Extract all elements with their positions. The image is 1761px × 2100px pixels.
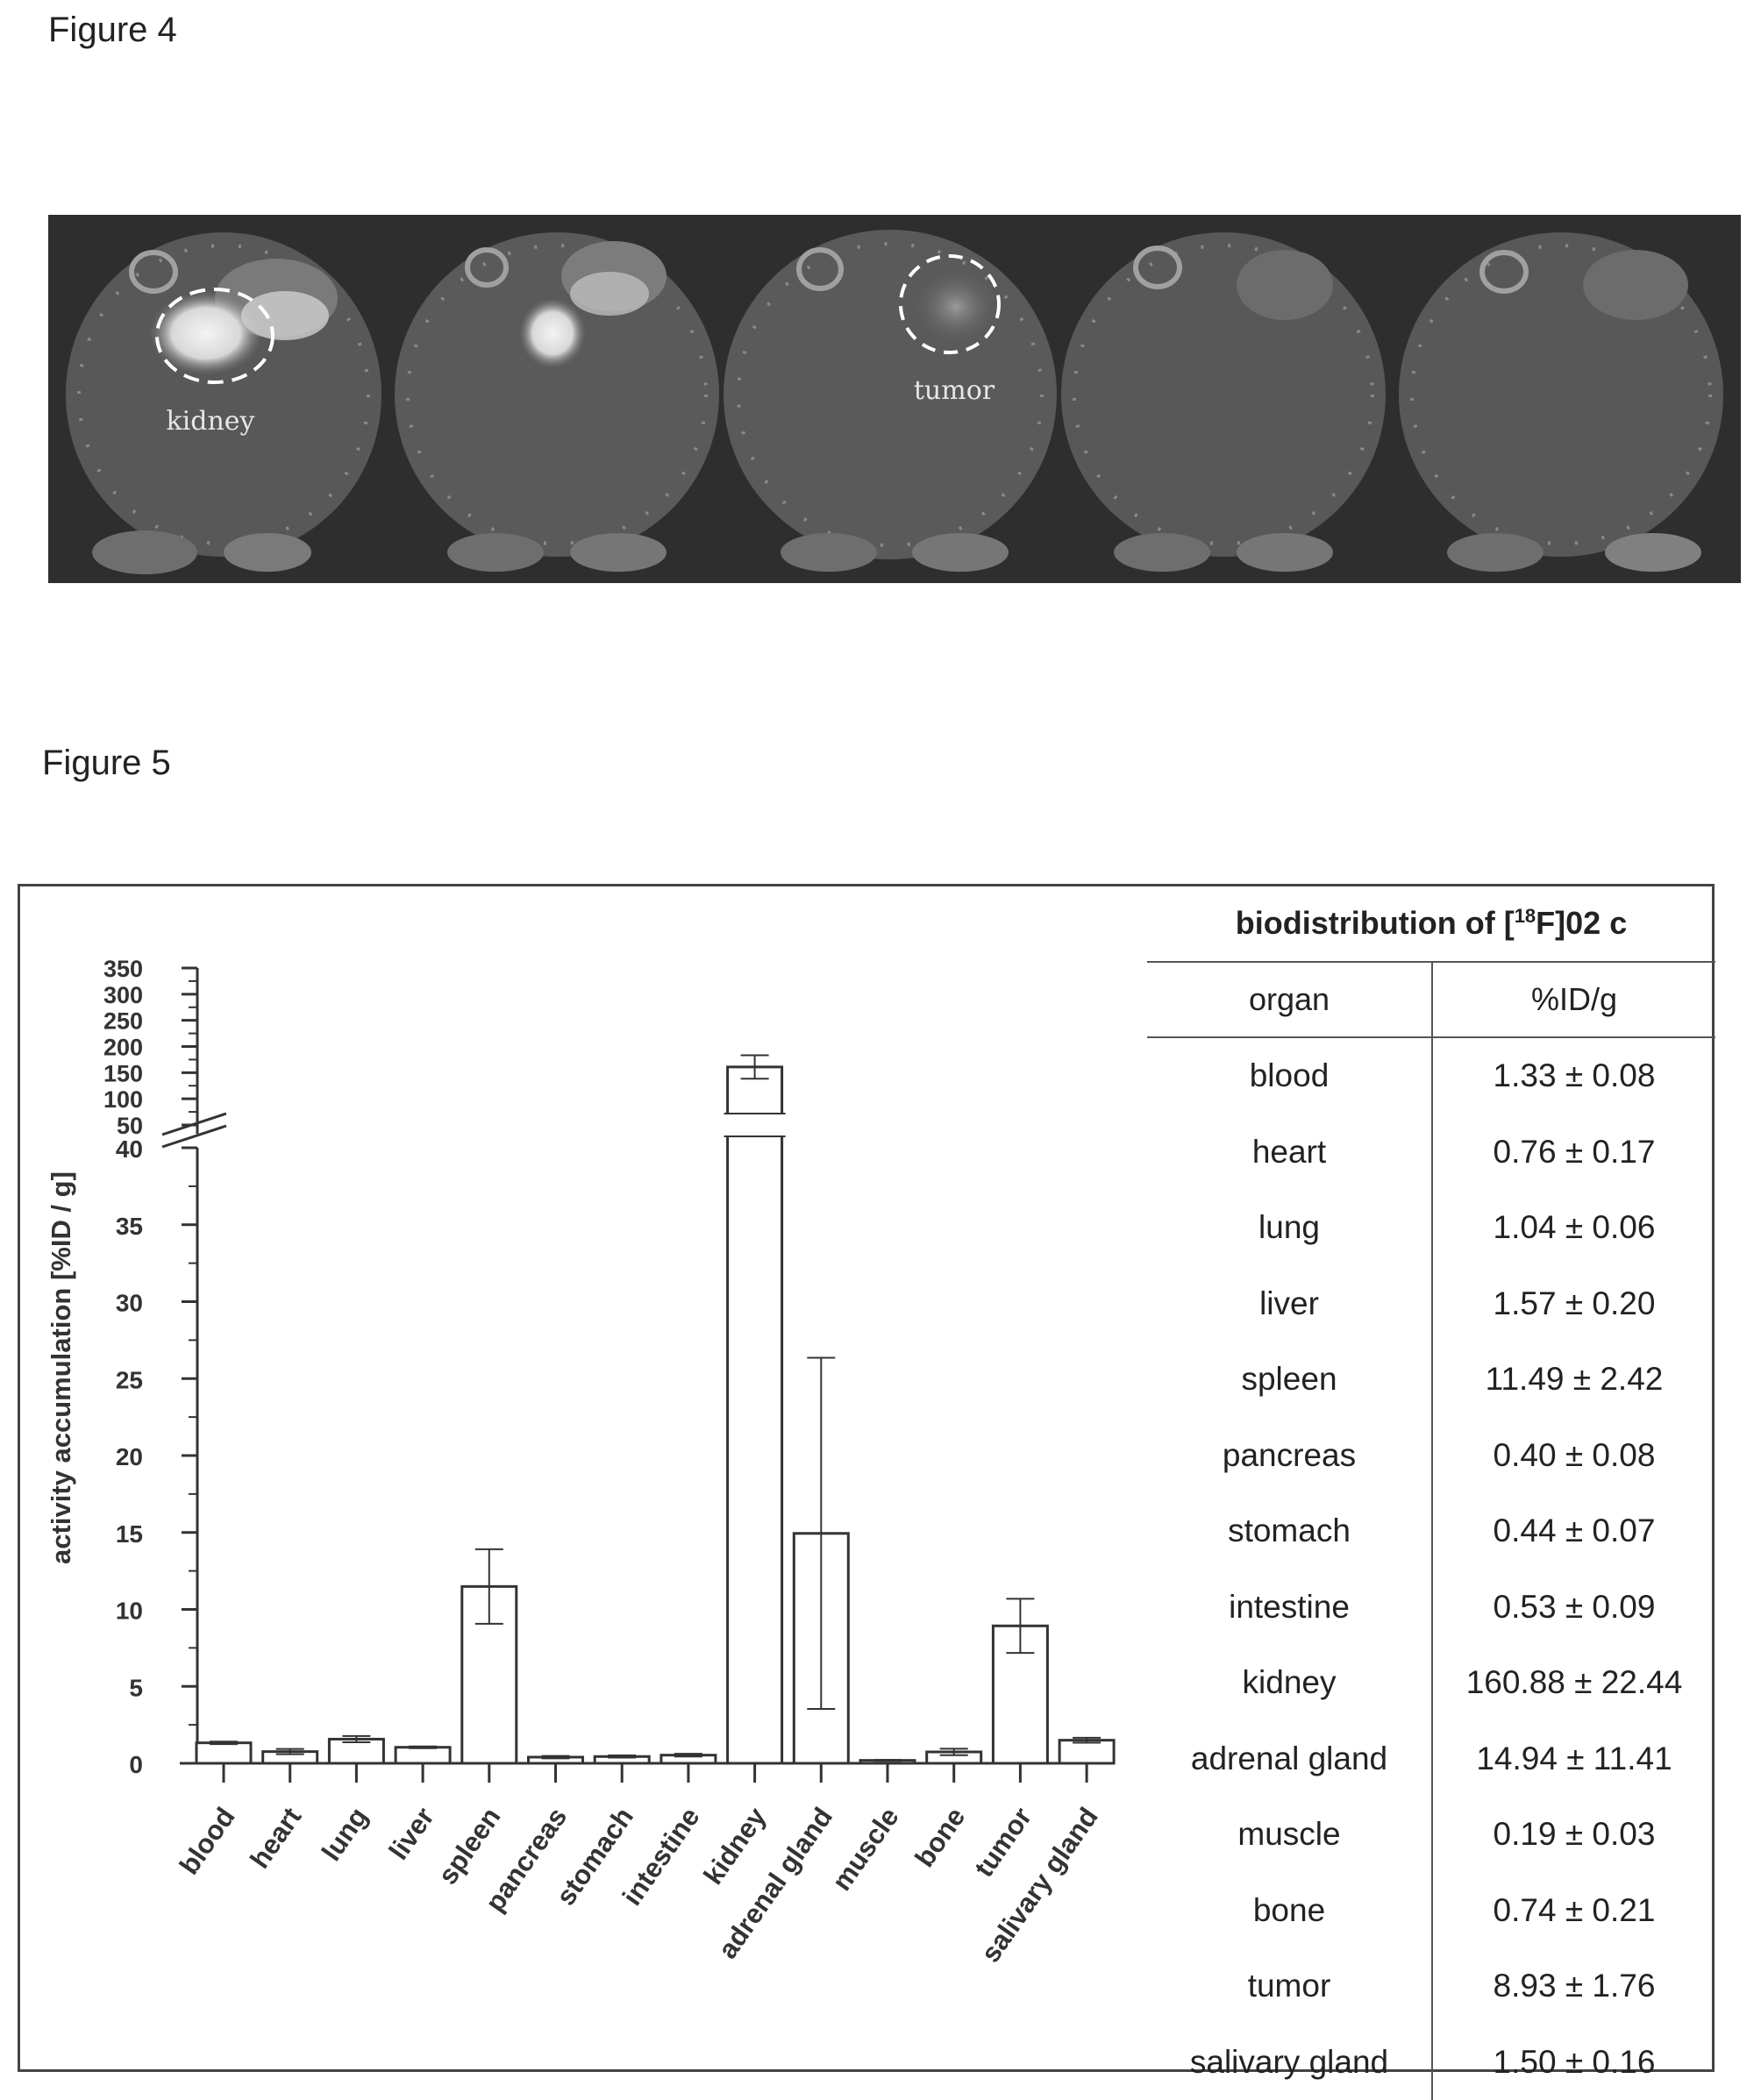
bar-group [462,1549,517,1763]
x-tick-label: lung [316,1802,374,1867]
organ-cell: bone [1147,1873,1432,1949]
value-cell: 1.04 ± 0.06 [1432,1190,1715,1266]
x-tick-label: tumor [968,1802,1037,1883]
y-tick-label: 25 [116,1366,143,1393]
y-tick-label: 0 [129,1751,143,1778]
bar [1059,1741,1114,1763]
bar [196,1743,251,1763]
bar-group [860,1760,915,1763]
bar-group [794,1358,848,1763]
value-cell: 0.40 ± 0.08 [1432,1418,1715,1494]
x-tick-label: bone [909,1802,971,1873]
bar [396,1748,450,1763]
y-tick-label: 250 [103,1008,143,1035]
value-cell: 1.33 ± 0.08 [1432,1037,1715,1114]
y-tick-label: 30 [116,1290,143,1317]
y-tick-label: 5 [129,1674,143,1701]
x-tick-label: muscle [826,1802,905,1897]
y-tick-label: 40 [116,1135,143,1163]
value-cell: 0.44 ± 0.07 [1432,1493,1715,1570]
value-cell: 0.76 ± 0.17 [1432,1114,1715,1191]
bar-group [595,1755,649,1763]
table-title: biodistribution of [18F]02 c [1147,886,1715,962]
y-tick-label: 150 [103,1060,143,1086]
bar-group [329,1736,383,1763]
organ-cell: salivary gland [1147,2025,1432,2100]
organ-cell: kidney [1147,1645,1432,1721]
organ-cell: blood [1147,1037,1432,1114]
value-cell: 0.53 ± 0.09 [1432,1570,1715,1646]
bar-group [993,1598,1047,1763]
column-header-value: %ID/g [1432,962,1715,1037]
organ-cell: tumor [1147,1948,1432,2025]
y-tick-label: 200 [103,1035,143,1061]
bar-group [396,1747,450,1763]
y-tick-label: 100 [103,1086,143,1113]
y-tick-label: 20 [116,1443,143,1470]
bar-group [529,1756,583,1763]
biodistribution-table: biodistribution of [18F]02 c organ %ID/g… [1147,886,1715,2100]
axis-break-mark [162,1126,226,1147]
organ-cell: intestine [1147,1570,1432,1646]
organ-cell: adrenal gland [1147,1721,1432,1797]
bar-group [1059,1738,1114,1763]
organ-cell: liver [1147,1266,1432,1342]
bar-group [263,1749,317,1763]
column-header-organ: organ [1147,962,1432,1037]
organ-cell: muscle [1147,1797,1432,1873]
value-cell: 14.94 ± 11.41 [1432,1721,1715,1797]
bar-break-gap [724,1114,786,1136]
bar-group [196,1741,251,1763]
y-tick-label: 35 [116,1213,143,1240]
y-tick-label: 300 [103,982,143,1008]
bar-group [724,1055,786,1763]
value-cell: 11.49 ± 2.42 [1432,1342,1715,1418]
organ-cell: stomach [1147,1493,1432,1570]
value-cell: 160.88 ± 22.44 [1432,1645,1715,1721]
y-tick-label: 350 [103,956,143,982]
y-tick-label: 10 [116,1598,143,1625]
x-tick-label: blood [174,1802,241,1880]
y-tick-label: 15 [116,1520,143,1548]
value-cell: 1.50 ± 0.16 [1432,2025,1715,2100]
organ-cell: heart [1147,1114,1432,1191]
organ-cell: pancreas [1147,1418,1432,1494]
bars [196,1055,1114,1763]
bar-group [661,1754,716,1763]
bar-group [927,1748,981,1763]
organ-cell: lung [1147,1190,1432,1266]
organ-cell: spleen [1147,1342,1432,1418]
value-cell: 1.57 ± 0.20 [1432,1266,1715,1342]
x-tick-label: liver [383,1802,440,1865]
y-axis-title: activity accumulation [%ID / g] [46,1171,76,1564]
y-tick-label: 50 [117,1113,143,1139]
value-cell: 8.93 ± 1.76 [1432,1948,1715,2025]
x-tick-label: heart [244,1802,307,1874]
value-cell: 0.19 ± 0.03 [1432,1797,1715,1873]
value-cell: 0.74 ± 0.21 [1432,1873,1715,1949]
bar [728,1067,782,1763]
